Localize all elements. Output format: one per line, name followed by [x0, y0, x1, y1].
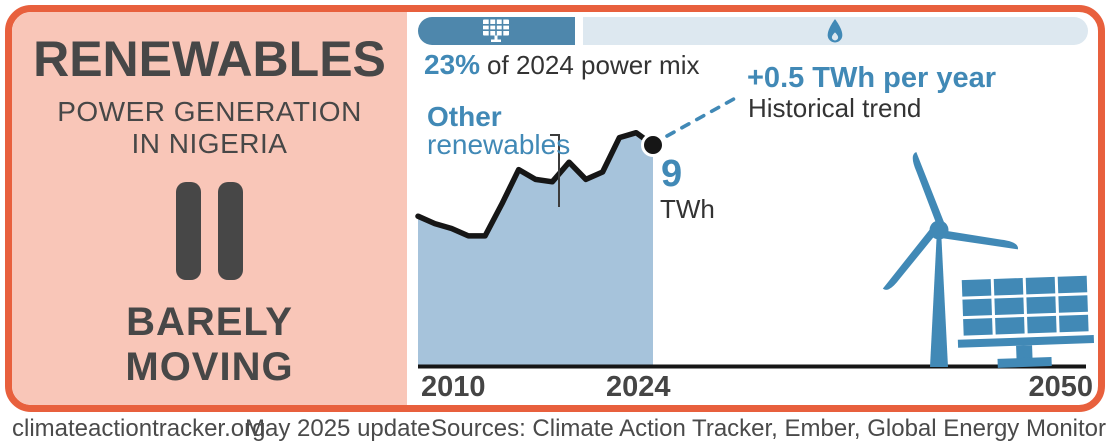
- x-tick-2010: 2010: [421, 371, 486, 403]
- end-point-unit: TWh: [660, 194, 715, 224]
- gas-flame-icon: [828, 19, 843, 43]
- series-label-rest: renewables: [427, 129, 571, 160]
- infographic-card: RENEWABLES POWER GENERATION IN NIGERIA B…: [5, 5, 1105, 412]
- mix-share-suffix: of 2024 power mix: [487, 50, 700, 80]
- solar-panel-cells: [961, 275, 1089, 336]
- x-tick-2050: 2050: [1028, 371, 1093, 403]
- solar-panel-post: [1016, 345, 1033, 359]
- left-panel: RENEWABLES POWER GENERATION IN NIGERIA B…: [12, 12, 407, 405]
- subtitle-line2: IN NIGERIA: [131, 127, 288, 159]
- series-label-bold: Other: [427, 101, 502, 132]
- pause-icon: [176, 181, 243, 280]
- renewables-share-segment: [418, 17, 575, 45]
- end-point-value: 9: [661, 153, 683, 195]
- verdict-line1: BARELY: [126, 299, 293, 344]
- fossil-share-segment: [582, 17, 1088, 45]
- pause-bar-left: [176, 181, 201, 280]
- sources-label: Sources: Climate Action Tracker, Ember, …: [431, 415, 1106, 442]
- pause-bar-right: [218, 181, 243, 280]
- solar-panel-frame: [957, 335, 1095, 348]
- update-label: May 2025 update: [245, 415, 431, 442]
- verdict-text: BARELY MOVING: [125, 300, 293, 390]
- subtitle: POWER GENERATION IN NIGERIA: [57, 96, 362, 160]
- subtitle-line1: POWER GENERATION: [57, 96, 362, 127]
- x-tick-2024: 2024: [606, 371, 671, 403]
- verdict-line2: MOVING: [125, 344, 294, 389]
- trend-dashed-line: [665, 93, 743, 138]
- site-link: climateactiontracker.org: [12, 415, 266, 442]
- area-series: [418, 132, 653, 366]
- leader-line: [550, 134, 560, 207]
- end-point-marker: [641, 133, 665, 157]
- wind-turbine-icon: [882, 152, 1018, 367]
- series-label: Other renewables: [427, 103, 570, 159]
- trend-value: +0.5 TWh per year: [747, 62, 997, 94]
- mix-share-value: 23%: [424, 49, 481, 80]
- power-mix-bar: [418, 17, 1088, 45]
- solar-panel-illustration: [957, 275, 1095, 368]
- solar-panel-icon: [483, 19, 510, 42]
- page-title: RENEWABLES: [33, 31, 386, 87]
- mix-share-label: 23% of 2024 power mix: [424, 49, 700, 81]
- solar-panel-foot: [997, 357, 1052, 368]
- trend-label: Historical trend: [748, 93, 922, 123]
- turbine-tower: [930, 239, 948, 367]
- line-series: [415, 129, 656, 239]
